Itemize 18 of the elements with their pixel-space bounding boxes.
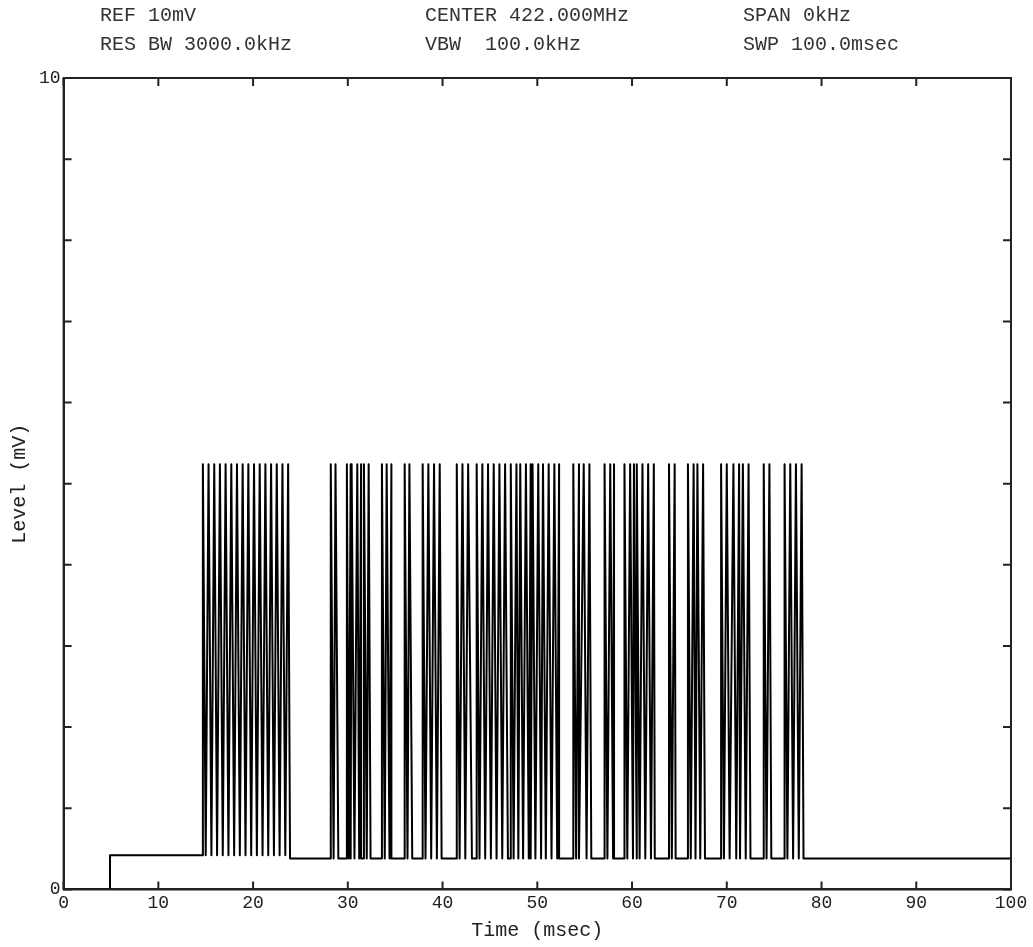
x-tick-label: 30	[337, 892, 359, 913]
text: SWP 100.0msec	[743, 33, 901, 56]
text: RES BW 3000.0kHz	[100, 33, 294, 56]
text: VBW 100.0kHz	[425, 33, 583, 56]
x-tick-label: 70	[715, 892, 738, 913]
text: REF 10mV	[100, 4, 197, 27]
text: SPAN 0kHz	[743, 4, 853, 27]
text: CENTER 422.000MHz	[425, 4, 631, 27]
x-tick-label: 100	[994, 892, 1028, 913]
x-tick-label: 20	[242, 892, 264, 913]
x-tick-label: 80	[810, 892, 833, 913]
x-tick-label: 40	[431, 892, 454, 913]
y-axis-title: Level (mV)	[8, 423, 32, 544]
x-tick-label: 10	[147, 892, 170, 913]
x-tick-label: 60	[621, 892, 643, 913]
x-tick-label: 50	[526, 892, 549, 913]
x-axis-title: Time (msec)	[471, 919, 604, 943]
x-tick-label: 90	[905, 892, 928, 913]
